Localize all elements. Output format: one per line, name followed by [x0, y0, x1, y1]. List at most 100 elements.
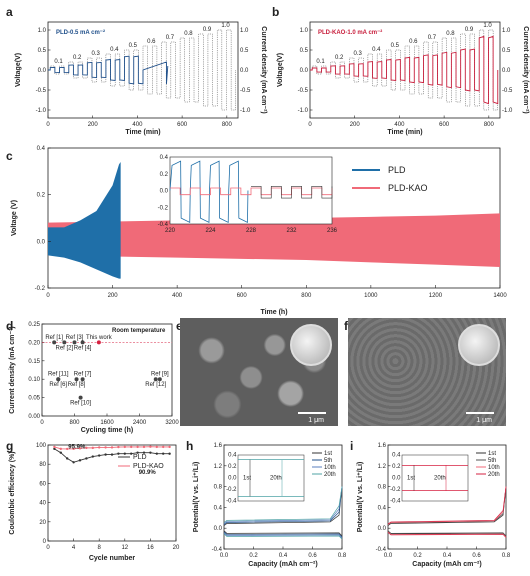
panel-e-label: e — [176, 319, 183, 333]
sem-e-scale-bar — [298, 412, 326, 414]
g-annotation-kao: 95.9% — [68, 445, 86, 451]
a-current-step-label: 0.6 — [147, 39, 156, 45]
d-point — [62, 340, 67, 345]
i-legend-label: 1st — [488, 451, 496, 457]
panel-b-legend: PLD-KAO-1.0 mA cm⁻² — [318, 29, 382, 36]
d-point-label: Ref [8] — [68, 382, 86, 388]
b-ytick-right-label: 0.5 — [502, 48, 511, 54]
h-xtick-label: 0.0 — [220, 553, 229, 559]
d-xtick-label: 800 — [69, 420, 80, 426]
sem-e-photo-inset — [290, 324, 332, 366]
g-point — [98, 446, 101, 449]
panel-d-xlabel: Cycling time (h) — [81, 427, 134, 434]
g-point — [85, 457, 88, 460]
panel-h-plot: 0.0 0.2 0.4 0.6 0.8-0.40.00.40.81.21.61st5th… — [212, 443, 347, 559]
panel-a-ylabel: Voltage(V) — [15, 53, 22, 87]
c-inset-xtick-label: 224 — [205, 228, 216, 234]
a-xtick-label: 0 — [46, 122, 50, 128]
a-current-step-label: 0.1 — [54, 59, 63, 65]
h-legend-label: 5th — [324, 458, 332, 464]
a-ytick-label: 0.5 — [38, 48, 47, 54]
g-ytick-label: 40 — [39, 501, 46, 507]
g-point — [66, 457, 69, 460]
b-ytick-label: 0.0 — [300, 68, 309, 74]
h-legend-label: 10th — [324, 465, 336, 471]
h-inset-ytick-label: -0.2 — [226, 487, 237, 493]
a-xtick-label: 400 — [132, 122, 143, 128]
h-discharge-5th — [223, 531, 343, 538]
a-xtick-label: 200 — [88, 122, 99, 128]
i-ytick-label: 0.0 — [378, 526, 387, 532]
a-current-step-label: 1.0 — [221, 23, 230, 29]
i-charge-20th — [387, 486, 507, 525]
g-point — [136, 451, 139, 454]
h-discharge-1st — [223, 530, 343, 537]
a-current-step-label: 0.4 — [110, 47, 119, 53]
b-current-step-label: 1.0 — [483, 23, 492, 29]
panel-a: a 0 200 400 600 800 -1.0 -1.0 -0.5 -0.5 0.0 0.0 0.5… — [6, 5, 267, 136]
panel-b: b 0 200 400 600 800 -1.0 -1.0 -0.5 -0.5 0.0 0.0 0.5… — [272, 5, 529, 136]
g-legend-label: PLD-KAO — [133, 463, 164, 470]
d-ytick-label: 0.05 — [28, 396, 40, 402]
g-point — [136, 445, 139, 449]
c-inset-pldkao-trace — [170, 187, 333, 196]
panel-a-ylabel-right: Current density (mA cm⁻²) — [260, 26, 267, 113]
g-point — [168, 445, 171, 449]
panel-b-plot: 0.1 0.2 0.3 0.4 0.5 0.6 0.7 0.8 0.9 1.0 — [310, 23, 499, 111]
b-xtick-label: 400 — [394, 122, 405, 128]
a-ytick-right-label: -1.0 — [240, 108, 251, 114]
h-inset-ytick-label: 0.0 — [228, 476, 237, 482]
h-ytick-label: 0.0 — [214, 526, 223, 532]
c-inset-ytick-label: 0.2 — [160, 172, 169, 178]
c-inset-ytick-label: -0.2 — [158, 205, 169, 211]
panel-i: i 0.0 0.2 0.4 0.6 0.8-0.40.00.40.81.21.61st5… — [350, 439, 511, 568]
panel-c: c 0 200 400 600 800 1000 1200 1400 -0.2 0.0 0.2 0.4… — [6, 146, 507, 316]
i-discharge-5th — [387, 531, 507, 537]
b-ytick-label: -1.0 — [298, 108, 309, 114]
d-xtick-label: 2400 — [133, 420, 147, 426]
c-band-pld — [48, 162, 121, 279]
g-xtick-label: 16 — [147, 545, 154, 551]
a-ytick-right-label: 0.0 — [240, 68, 249, 74]
b-ytick-right-label: -0.5 — [502, 88, 513, 94]
c-band-pld-kao — [48, 213, 500, 267]
i-inset-ytick-label: -0.2 — [390, 487, 401, 493]
g-xtick-label: 12 — [121, 545, 128, 551]
panel-h: h 0.0 0.2 0.4 0.6 0.8-0.40.00.40.81.21.61st5… — [186, 439, 347, 568]
panel-d-label: d — [6, 319, 13, 333]
d-point-label: Ref [1] — [45, 335, 63, 341]
a-current-step-label: 0.5 — [129, 43, 138, 49]
d-xtick-label: 1600 — [100, 420, 114, 426]
d-point-label: This work — [86, 335, 113, 341]
panel-h-ylabel: Potential(V vs. Li⁺/Li) — [193, 462, 200, 533]
h-charge-20th — [223, 486, 343, 523]
sem-image-e: 1 μm — [180, 318, 338, 426]
c-xtick-label: 800 — [301, 293, 312, 299]
i-inset-ytick-label: -0.4 — [390, 499, 401, 505]
a-ytick-label: -1.0 — [36, 108, 47, 114]
i-inset-ytick-label: 0.0 — [392, 476, 401, 482]
d-ytick-label: 0.20 — [28, 340, 40, 346]
a-current-trace — [48, 29, 237, 111]
panel-g: g 0 4 8 12 16 20 0 20 40 60 80 100 PLD PLD-KAO 95.9% 90… — [6, 439, 180, 562]
g-point — [53, 445, 56, 449]
d-point-label: Ref [3] — [66, 335, 84, 341]
panel-f-label: f — [344, 319, 349, 333]
g-point — [168, 452, 171, 455]
g-point — [91, 446, 95, 450]
a-voltage-trace — [48, 55, 169, 85]
g-ytick-label: 80 — [39, 462, 46, 468]
sem-image-f: 1 μm — [348, 318, 506, 426]
g-legend-label: PLD — [133, 454, 147, 461]
h-legend-label: 1st — [324, 451, 332, 457]
c-inset-xtick-label: 236 — [327, 228, 338, 234]
b-current-step-label: 0.6 — [409, 39, 418, 45]
panel-h-label: h — [186, 439, 193, 453]
i-legend-label: 20th — [488, 472, 500, 478]
i-legend-label: 10th — [488, 465, 500, 471]
panel-g-plot: 0 4 8 12 16 20 0 20 40 60 80 100 PLD PLD-KAO 95.9% 90.9… — [36, 443, 180, 551]
i-xtick-label: 0.6 — [472, 553, 481, 559]
a-ytick-label: 0.0 — [38, 68, 47, 74]
d-point-label: Ref [10] — [70, 401, 91, 407]
d-ytick-label: 0.10 — [28, 377, 40, 383]
